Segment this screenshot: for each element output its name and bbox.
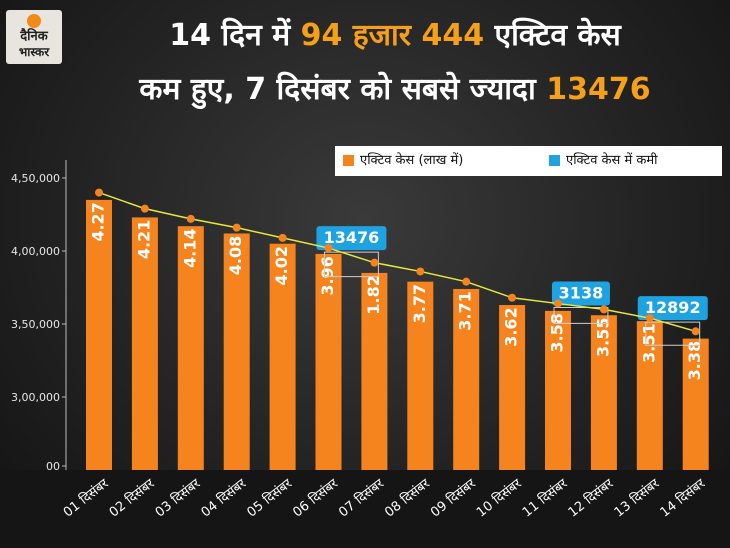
trend-line: [98, 191, 696, 333]
callout-label: 12892: [645, 298, 701, 317]
bar-value-label: 3.38: [685, 341, 704, 380]
bar: [407, 281, 434, 470]
legend-swatch-orange: [343, 155, 354, 166]
sun-logo-icon: [27, 14, 41, 28]
bar: [131, 217, 158, 470]
bar-value-label: 3.51: [639, 323, 658, 362]
legend-label-active-cases: एक्टिव केस (लाख में): [360, 153, 464, 168]
trend-point: [416, 267, 425, 276]
bar-value-label: 3.62: [502, 307, 521, 346]
trend-point: [645, 314, 654, 323]
trend-point: [462, 277, 471, 286]
y-tick-label: 00: [46, 460, 60, 473]
headline-highlight: 13476: [546, 72, 651, 107]
bar-value-label: 3.96: [318, 256, 337, 295]
bar: [223, 233, 250, 470]
bar-value-label: 3.55: [593, 317, 612, 356]
bar: [361, 272, 388, 470]
bar: [269, 243, 296, 470]
dainik-bhaskar-logo: दैनिक भास्कर: [6, 10, 62, 64]
headline-line-1: 14 दिन में 94 हजार 444 एक्टिव केस: [70, 14, 720, 58]
floor-band: [0, 470, 730, 548]
bar-value-label: 4.14: [180, 228, 199, 267]
callout-box: [316, 226, 387, 251]
callout-group: 13476: [316, 226, 387, 278]
trend-point: [599, 305, 608, 314]
bar: [636, 321, 663, 470]
bar-value-label: 3.71: [456, 291, 475, 330]
bar-value-label: 4.08: [226, 236, 245, 275]
y-tick-label: 4,00,000: [11, 245, 60, 258]
bar-value-label: 4.27: [89, 202, 108, 241]
trend-point: [140, 204, 149, 213]
bar: [453, 288, 480, 470]
callout-box: [637, 296, 708, 321]
bar: [315, 253, 342, 470]
y-tick-label: 3,00,000: [11, 391, 60, 404]
headline-text: कम हुए, 7 दिसंबर को सबसे ज्यादा: [139, 72, 547, 107]
legend-item-active-cases: एक्टिव केस (लाख में): [343, 146, 463, 176]
headline-text: 14 दिन में: [169, 18, 301, 53]
callout-label: 3138: [559, 284, 604, 303]
trend-point: [370, 258, 379, 267]
callout-bracket: [324, 251, 379, 278]
trend-point: [186, 214, 195, 223]
bar-value-label: 4.21: [134, 220, 153, 259]
legend-label-decline: एक्टिव केस में कमी: [566, 153, 658, 168]
bar: [545, 310, 571, 470]
y-tick-label: 3,50,000: [11, 318, 60, 331]
bar: [177, 226, 204, 470]
legend-item-decline: एक्टिव केस में कमी: [549, 146, 658, 176]
logo-line-2: भास्कर: [18, 45, 50, 59]
trend-point: [324, 244, 333, 253]
callout-group: 12892: [637, 296, 708, 346]
y-tick-label: 4,50,000: [11, 172, 60, 185]
legend-swatch-blue: [549, 155, 560, 166]
trend-point: [278, 233, 287, 242]
headline-line-2: कम हुए, 7 दिसंबर को सबसे ज्यादा 13476: [70, 68, 720, 112]
bar-value-label: 3.58: [548, 313, 567, 352]
callout-bracket: [645, 321, 701, 346]
bar-value-label: 3.77: [410, 284, 429, 323]
bar: [590, 315, 617, 470]
bar: [499, 305, 526, 470]
headline-highlight: 94 हजार 444: [300, 18, 485, 53]
callout-label: 13476: [324, 228, 380, 247]
trend-point: [691, 327, 700, 336]
chart-legend: एक्टिव केस (लाख में) एक्टिव केस में कमी: [335, 146, 722, 176]
trend-point: [508, 293, 517, 302]
callout-box: [551, 281, 610, 306]
bar-value-label: 4.02: [272, 246, 291, 285]
bar-value-label: 1.82: [364, 275, 383, 314]
headline-text: एक्टिव केस: [484, 18, 621, 53]
trend-point: [95, 188, 103, 197]
logo-line-1: दैनिक: [20, 29, 48, 44]
trend-point: [232, 223, 241, 232]
trend-point: [554, 299, 562, 308]
callout-group: 3138: [551, 281, 610, 324]
bar: [86, 199, 112, 470]
bar: [682, 338, 709, 470]
